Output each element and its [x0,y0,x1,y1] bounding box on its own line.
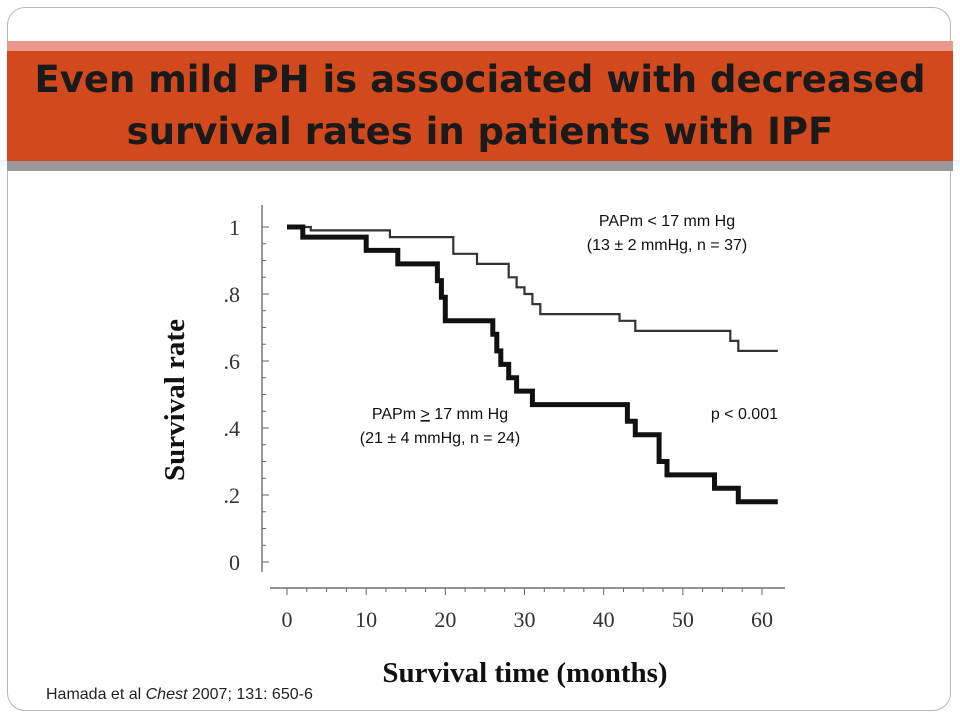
x-tick-label: 60 [751,607,773,632]
title-top-strip [7,41,953,51]
citation-author: Hamada et al [46,686,146,703]
citation-journal: Chest [145,686,188,703]
x-tick-label: 40 [593,607,615,632]
bottom-series-label-symbol: > [421,406,430,423]
y-tick-label: .6 [224,349,241,374]
chart-labels: PAPm < 17 mm Hg (13 ± 2 mmHg, n = 37) PAPm… [360,213,778,447]
bottom-series-detail: (21 ± 4 mmHg, n = 24) [360,430,520,447]
x-tick-label: 0 [282,607,293,632]
top-series-detail: (13 ± 2 mmHg, n = 37) [587,237,747,254]
bottom-series-label: PAPm > 17 mm Hg [372,406,508,423]
x-tick-label: 20 [434,607,456,632]
y-tick-label: .8 [224,282,241,307]
x-tick-label: 10 [355,607,377,632]
x-tick-label: 30 [514,607,536,632]
slide-title-container: Even mild PH is associated with decrease… [7,51,953,161]
title-bar [7,51,953,161]
y-tick-label: .2 [224,483,241,508]
y-tick-label: 1 [229,215,240,240]
bottom-series-label-suffix: 17 mm Hg [430,406,508,423]
y-axis-title: Survival rate [159,319,191,481]
survival-curve-low-papm [287,225,778,352]
p-value-label: p < 0.001 [711,406,778,423]
title-bottom-strip [7,161,953,171]
citation-details: 2007; 131: 650-6 [187,686,313,703]
bottom-series-label-prefix: PAPm [372,406,421,423]
top-series-label: PAPm < 17 mm Hg [599,213,735,230]
y-tick-label: 0 [229,550,240,575]
survival-curve-high-papm [287,224,778,505]
chart-curves [287,224,778,505]
x-axis-title: Survival time (months) [382,657,667,689]
y-tick-label: .4 [224,416,241,441]
slide-title: Even mild PH is associated with decrease… [34,58,926,153]
citation: Hamada et al Chest 2007; 131: 650-6 [46,686,313,704]
x-tick-label: 50 [672,607,694,632]
